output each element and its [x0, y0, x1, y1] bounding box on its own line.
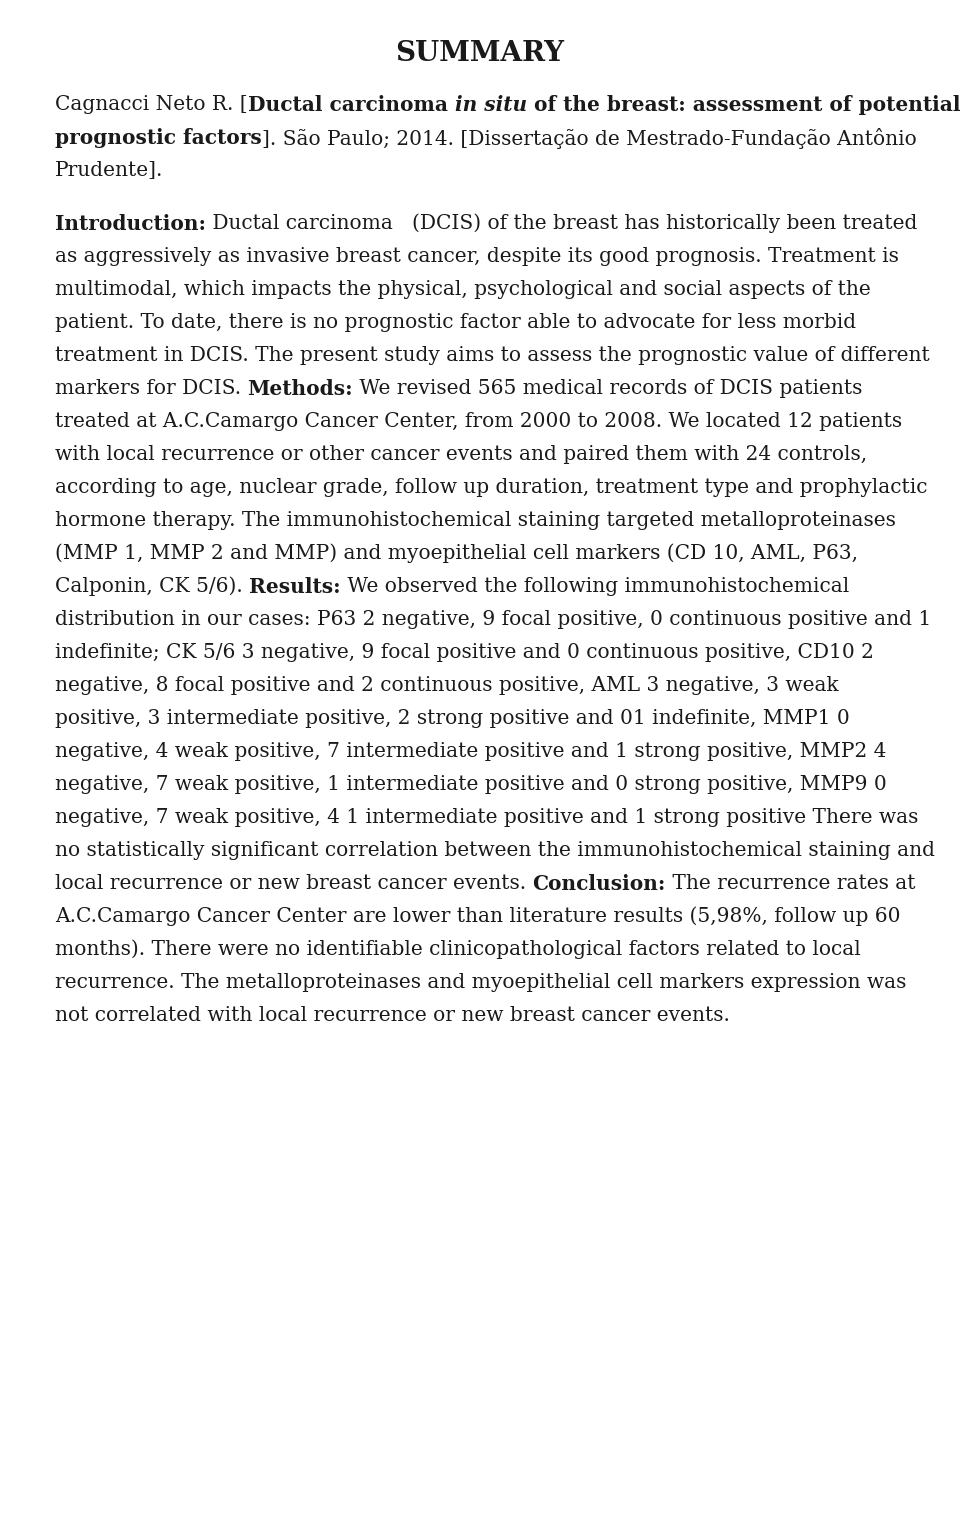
Text: as aggressively as invasive breast cancer, despite its good prognosis. Treatment: as aggressively as invasive breast cance… [55, 247, 899, 267]
Text: Prudente].: Prudente]. [55, 161, 163, 180]
Text: markers for DCIS.: markers for DCIS. [55, 379, 248, 398]
Text: multimodal, which impacts the physical, psychological and social aspects of the: multimodal, which impacts the physical, … [55, 280, 871, 299]
Text: positive, 3 intermediate positive, 2 strong positive and 01 indefinite, MMP1 0: positive, 3 intermediate positive, 2 str… [55, 708, 850, 728]
Text: Results:: Results: [250, 577, 341, 597]
Text: prognostic factors: prognostic factors [55, 128, 262, 148]
Text: no statistically significant correlation between the immunohistochemical stainin: no statistically significant correlation… [55, 841, 935, 860]
Text: We observed the following immunohistochemical: We observed the following immunohistoche… [341, 577, 849, 595]
Text: indefinite; CK 5/6 3 negative, 9 focal positive and 0 continuous positive, CD10 : indefinite; CK 5/6 3 negative, 9 focal p… [55, 643, 874, 663]
Text: negative, 7 weak positive, 1 intermediate positive and 0 strong positive, MMP9 0: negative, 7 weak positive, 1 intermediat… [55, 775, 887, 793]
Text: Introduction:: Introduction: [55, 213, 206, 235]
Text: (MMP 1, MMP 2 and MMP) and myoepithelial cell markers (CD 10, AML, P63,: (MMP 1, MMP 2 and MMP) and myoepithelial… [55, 544, 858, 564]
Text: negative, 4 weak positive, 7 intermediate positive and 1 strong positive, MMP2 4: negative, 4 weak positive, 7 intermediat… [55, 742, 886, 762]
Text: according to age, nuclear grade, follow up duration, treatment type and prophyla: according to age, nuclear grade, follow … [55, 478, 927, 496]
Text: Ductal carcinoma   (DCIS) of the breast has historically been treated: Ductal carcinoma (DCIS) of the breast ha… [206, 213, 918, 233]
Text: A.C.Camargo Cancer Center are lower than literature results (5,98%, follow up 60: A.C.Camargo Cancer Center are lower than… [55, 906, 900, 926]
Text: with local recurrence or other cancer events and paired them with 24 controls,: with local recurrence or other cancer ev… [55, 445, 867, 465]
Text: months). There were no identifiable clinicopathological factors related to local: months). There were no identifiable clin… [55, 940, 861, 959]
Text: treatment in DCIS. The present study aims to assess the prognostic value of diff: treatment in DCIS. The present study aim… [55, 346, 929, 366]
Text: SUMMARY: SUMMARY [396, 40, 564, 67]
Text: of the breast: assessment of potential: of the breast: assessment of potential [527, 94, 960, 116]
Text: The recurrence rates at: The recurrence rates at [666, 874, 916, 892]
Text: not correlated with local recurrence or new breast cancer events.: not correlated with local recurrence or … [55, 1005, 730, 1025]
Text: Ductal carcinoma: Ductal carcinoma [248, 94, 455, 116]
Text: recurrence. The metalloproteinases and myoepithelial cell markers expression was: recurrence. The metalloproteinases and m… [55, 973, 906, 991]
Text: negative, 7 weak positive, 4 1 intermediate positive and 1 strong positive There: negative, 7 weak positive, 4 1 intermedi… [55, 807, 919, 827]
Text: Conclusion:: Conclusion: [533, 874, 666, 894]
Text: We revised 565 medical records of DCIS patients: We revised 565 medical records of DCIS p… [353, 379, 862, 398]
Text: in situ: in situ [455, 94, 527, 116]
Text: ]. São Paulo; 2014. [Dissertação de Mestrado-Fundação Antônio: ]. São Paulo; 2014. [Dissertação de Mest… [262, 128, 917, 149]
Text: hormone therapy. The immunohistochemical staining targeted metalloproteinases: hormone therapy. The immunohistochemical… [55, 510, 896, 530]
Text: negative, 8 focal positive and 2 continuous positive, AML 3 negative, 3 weak: negative, 8 focal positive and 2 continu… [55, 676, 839, 694]
Text: distribution in our cases: P63 2 negative, 9 focal positive, 0 continuous positi: distribution in our cases: P63 2 negativ… [55, 609, 931, 629]
Text: Methods:: Methods: [248, 379, 353, 399]
Text: Calponin, CK 5/6).: Calponin, CK 5/6). [55, 577, 250, 597]
Text: treated at A.C.Camargo Cancer Center, from 2000 to 2008. We located 12 patients: treated at A.C.Camargo Cancer Center, fr… [55, 411, 902, 431]
Text: patient. To date, there is no prognostic factor able to advocate for less morbid: patient. To date, there is no prognostic… [55, 312, 856, 332]
Text: Cagnacci Neto R. [: Cagnacci Neto R. [ [55, 94, 248, 114]
Text: local recurrence or new breast cancer events.: local recurrence or new breast cancer ev… [55, 874, 533, 892]
